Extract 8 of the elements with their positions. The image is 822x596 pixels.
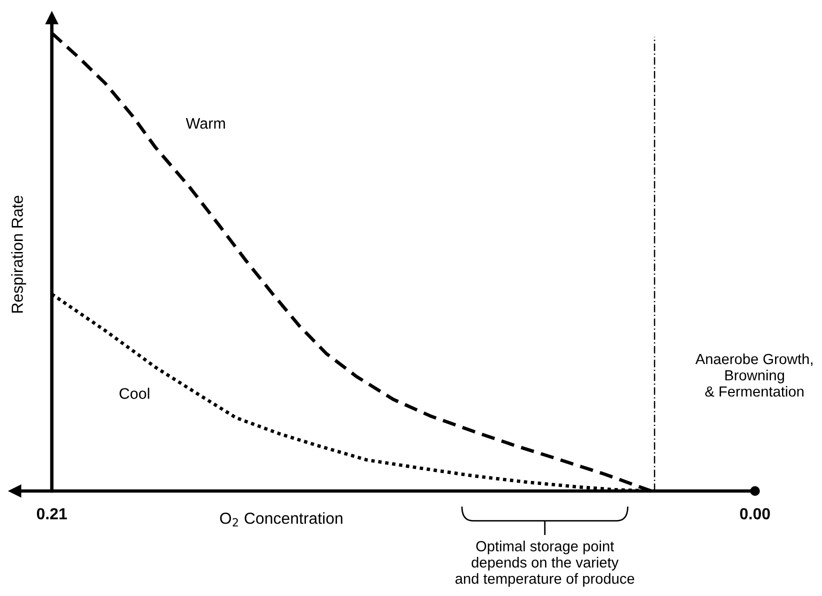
- text: Optimal storage point depends on the variety and temperature of produce: [455, 540, 634, 587]
- ref-line-label: Anaerobe Growth, Browning & Fermentation: [695, 353, 812, 397]
- x-tick-label: 0.21: [36, 508, 67, 520]
- x-axis-title: O$_{2}$ Concentration: [220, 512, 342, 526]
- y-axis-title: Respiration Rate: [11, 196, 26, 313]
- text: Warm: [186, 118, 225, 129]
- series-label: Cool: [120, 388, 150, 399]
- x-tick-label: 0.00: [740, 508, 770, 520]
